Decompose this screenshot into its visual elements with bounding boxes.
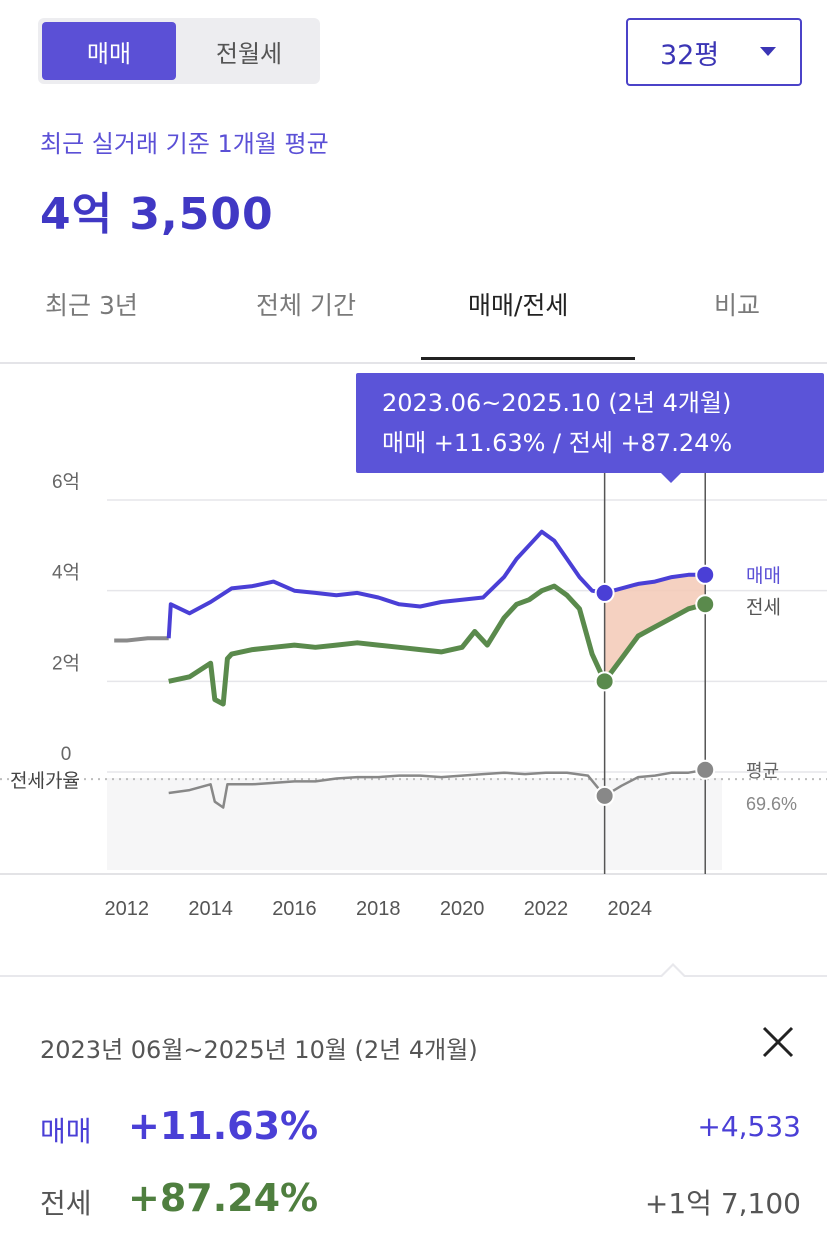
- sale-amount: +4,533: [697, 1110, 801, 1143]
- price-subtitle: 최근 실거래 기준 1개월 평균: [40, 130, 329, 158]
- jeonse-amount: +1억 7,100: [644, 1187, 801, 1220]
- tooltip-period: 2023.06~2025.10 (2년 4개월): [382, 389, 732, 417]
- tooltip-arrow: [660, 472, 682, 483]
- sale-start-marker: [594, 582, 615, 603]
- sale-series-label: 매매: [746, 565, 781, 587]
- jeonse-start-marker: [594, 671, 615, 692]
- y-tick-label: 6억: [52, 471, 80, 493]
- current-price: 4억 3,500: [40, 189, 274, 240]
- size-select-label: 32평: [660, 39, 720, 71]
- range-fill: [604, 574, 706, 682]
- detail-period: 2023년 06월~2025년 10월 (2년 4개월): [40, 1036, 478, 1064]
- tab-recent-3-years[interactable]: 최근 3년: [45, 291, 138, 320]
- tooltip-change: 매매 +11.63% / 전세 +87.24%: [382, 429, 733, 457]
- tab-compare[interactable]: 비교: [714, 291, 761, 320]
- x-tick-label: 2024: [608, 898, 653, 920]
- jeonse-pct: +87.24%: [128, 1176, 319, 1220]
- x-tick-label: 2020: [440, 898, 485, 920]
- period-tabs: 최근 3년 전체 기간 매매/전세 비교: [0, 270, 827, 364]
- x-tick-label: 2012: [105, 898, 150, 920]
- y-tick-label: 0: [61, 744, 72, 765]
- ratio-end-marker: [695, 759, 716, 780]
- x-tick-label: 2014: [188, 898, 233, 920]
- active-tab-indicator: [421, 357, 635, 360]
- y-tick-label: 4억: [52, 562, 80, 584]
- y-tick-label: 2억: [52, 652, 80, 674]
- price-chart[interactable]: 6억 4억 2억 0 전세가율 2012 2014 2016 2018 2020 2022 2024 매…: [0, 360, 827, 920]
- jeonse-series-label: 전세: [746, 596, 781, 618]
- rent-tab[interactable]: 전월세: [215, 39, 283, 68]
- jeonse-label: 전세: [40, 1187, 92, 1220]
- average-value: 69.6%: [746, 794, 797, 814]
- x-tick-label: 2022: [524, 898, 569, 920]
- tab-sale-jeonse[interactable]: 매매/전세: [468, 291, 569, 320]
- sale-label: 매매: [40, 1115, 92, 1148]
- ratio-panel-bg: [107, 778, 722, 870]
- jeonse-end-marker: [695, 594, 716, 615]
- sale-series-line: [166, 529, 706, 639]
- ratio-series-line: [168, 768, 706, 809]
- x-tick-label: 2016: [272, 898, 317, 920]
- sale-tab[interactable]: 매매: [42, 22, 176, 80]
- sale-pct: +11.63%: [128, 1104, 319, 1148]
- section-divider: [0, 975, 827, 977]
- close-icon[interactable]: [758, 1022, 798, 1062]
- average-label: 평균: [746, 761, 779, 781]
- sale-end-marker: [695, 564, 716, 585]
- trade-type-toggle: 매매 전월세: [38, 18, 320, 84]
- tab-all-period[interactable]: 전체 기간: [256, 291, 356, 320]
- range-tooltip: 2023.06~2025.10 (2년 4개월) 매매 +11.63% / 전세…: [356, 373, 824, 473]
- ratio-start-marker: [594, 785, 615, 806]
- ratio-axis-label: 전세가율: [10, 770, 80, 792]
- sale-series-early-line: [114, 636, 169, 643]
- size-select[interactable]: 32평: [626, 18, 802, 86]
- chevron-down-icon: [760, 47, 776, 56]
- x-tick-label: 2018: [356, 898, 401, 920]
